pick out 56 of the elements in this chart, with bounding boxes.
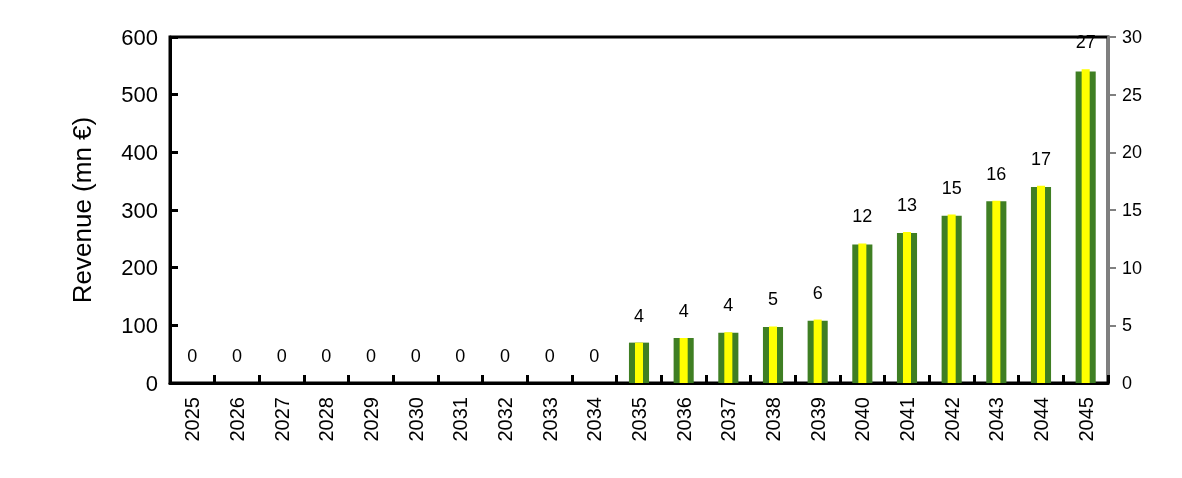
data-label: 5: [767, 289, 779, 310]
x-tick-label: 2041: [896, 397, 918, 442]
y2-tick-label: 0: [1122, 373, 1133, 393]
x-tick-label: 2025: [181, 397, 204, 442]
data-label: 0: [589, 346, 600, 366]
x-tick-label: 2038: [762, 397, 784, 442]
y-tick-label: 500: [121, 82, 158, 108]
data-label: 12: [852, 206, 873, 227]
x-tick-label: 2043: [985, 397, 1008, 442]
data-label: 17: [1030, 148, 1052, 169]
data-label: 0: [231, 346, 243, 366]
x-tick-label: 2029: [360, 397, 382, 442]
data-label: 0: [365, 346, 377, 366]
y-tick-label: 200: [121, 255, 158, 281]
data-label: 0: [455, 346, 466, 366]
x-tick-label: 2030: [404, 397, 427, 442]
x-tick-label: 2039: [806, 397, 829, 442]
x-tick-label: 2036: [672, 397, 695, 442]
y2-tick-label: 5: [1122, 315, 1133, 336]
data-label: 0: [276, 346, 287, 366]
x-tick-label: 2035: [628, 397, 650, 442]
x-tick-label: 2027: [270, 397, 293, 442]
y2-tick-label: 30: [1122, 27, 1143, 47]
y-axis-title: Revenue (mn €): [67, 116, 97, 304]
x-tick-label: 2026: [226, 397, 248, 442]
data-label: 6: [812, 282, 823, 303]
data-label: 4: [633, 305, 645, 326]
x-tick-label: 2040: [851, 397, 874, 442]
x-tick-label: 2031: [449, 397, 472, 442]
y-tick-label: 300: [121, 197, 158, 223]
x-tick-label: 2042: [940, 397, 963, 442]
y2-tick-label: 15: [1122, 200, 1143, 220]
data-label: 0: [499, 346, 511, 366]
data-label: 15: [941, 177, 962, 198]
y-tick-label: 100: [121, 312, 158, 338]
data-label: 4: [723, 295, 734, 316]
y-tick-label: 600: [121, 24, 158, 50]
x-tick-label: 2034: [583, 397, 606, 442]
x-tick-label: 2033: [538, 397, 561, 442]
data-label: 4: [678, 301, 689, 322]
x-tick-label: 2037: [717, 397, 740, 442]
y2-tick-label: 20: [1122, 142, 1143, 163]
y-tick-label: 400: [121, 139, 158, 165]
x-tick-label: 2032: [494, 397, 516, 442]
y-tick-label: 0: [145, 370, 158, 396]
x-tick-label: 2045: [1074, 397, 1097, 442]
y2-tick-label: 25: [1122, 84, 1143, 105]
data-label: 16: [986, 163, 1007, 184]
data-label: 0: [321, 346, 332, 366]
data-label: 13: [896, 194, 918, 215]
data-label: 0: [544, 346, 555, 366]
x-tick-label: 2044: [1030, 397, 1052, 442]
x-tick-label: 2028: [315, 397, 338, 442]
data-label: 0: [187, 346, 198, 366]
data-label: 0: [410, 346, 421, 366]
y2-tick-label: 10: [1122, 257, 1143, 278]
